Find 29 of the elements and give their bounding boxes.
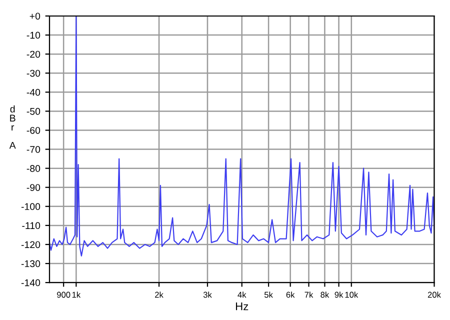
y-tick-label: -120	[21, 241, 40, 248]
x-tick-label: 3k	[203, 292, 212, 298]
x-tick-label: 5k	[264, 292, 273, 298]
y-tick-label: -20	[26, 50, 40, 58]
x-tick-label: 20k	[428, 292, 441, 298]
y-tick-label: +0	[30, 12, 40, 20]
y-tick-label: -90	[26, 184, 40, 191]
y-tick-label: -140	[21, 279, 40, 286]
y-tick-label: -60	[26, 126, 40, 134]
y-tick-label: -30	[26, 70, 40, 77]
x-tick-label: 10k	[345, 292, 358, 298]
y-tick-label: -50	[26, 108, 40, 115]
x-tick-label: 900	[57, 292, 70, 298]
x-tick-label: 6k	[286, 292, 295, 298]
y-tick-label: -10	[26, 32, 40, 39]
y-tick-label: -130	[21, 260, 40, 268]
x-tick-label: 9k	[334, 292, 344, 298]
x-tick-label: 8k	[320, 292, 330, 298]
y-tick-label: -40	[26, 88, 40, 96]
y-tick-label: -110	[22, 222, 40, 230]
y-tick-label: -80	[26, 165, 40, 172]
y-axis-title: dBr A	[9, 105, 16, 149]
x-tick-label: 1k	[72, 292, 81, 298]
y-tick-label: -70	[26, 146, 40, 153]
x-tick-label: 4k	[238, 292, 246, 298]
x-axis-title: Hz	[236, 302, 248, 310]
x-tick-label: 7k	[304, 292, 314, 298]
x-tick-label: 2k	[155, 292, 164, 298]
y-tick-label: -100	[21, 203, 40, 210]
